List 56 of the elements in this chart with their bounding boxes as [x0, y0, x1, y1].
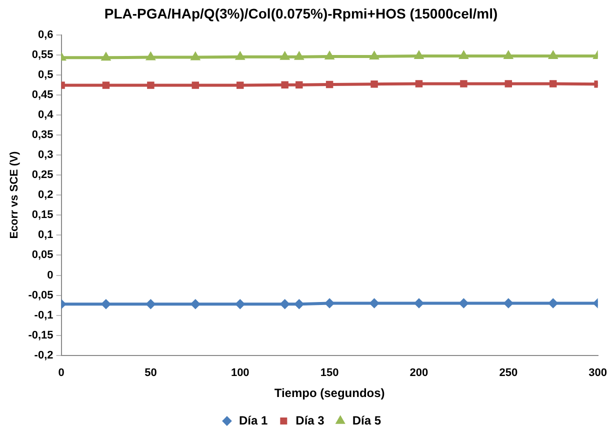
point [146, 300, 156, 309]
x-tick-label: 150 [320, 367, 339, 380]
x-tick-label: 200 [410, 367, 428, 380]
chart-title: PLA-PGA/HAp/Q(3%)/Col(0.075%)-Rpmi+HOS (15000cel/ml) [104, 5, 498, 22]
y-tick-label: 0,55 [32, 48, 54, 61]
point [549, 80, 557, 88]
x-tick-label: 100 [230, 367, 250, 380]
point [296, 81, 303, 89]
x-tick-label: 0 [58, 367, 64, 380]
point [325, 298, 334, 308]
legend-label: Día 5 [352, 413, 382, 428]
y-axis-title: Ecorr vs SCE (V) [8, 151, 21, 239]
point [370, 298, 379, 308]
point [414, 298, 424, 308]
y-tick-label: -0,15 [28, 329, 54, 342]
y-tick-label: 0,25 [32, 169, 54, 182]
legend-label: Día 1 [238, 413, 268, 428]
point [101, 300, 110, 309]
y-tick-label: 0,5 [38, 68, 54, 81]
x-tick-label: 250 [499, 367, 518, 380]
x-axis-title: Tiempo (segundos) [274, 386, 385, 400]
point [294, 300, 304, 309]
point [190, 300, 200, 309]
point [459, 298, 468, 308]
y-tick-label: -0,1 [34, 309, 54, 322]
point [192, 82, 200, 89]
y-tick-label: -0,2 [34, 349, 54, 362]
point [325, 52, 334, 60]
point [370, 52, 378, 60]
y-tick-label: 0,05 [32, 249, 54, 262]
y-tick-label: 0,2 [38, 189, 54, 202]
point [102, 82, 110, 89]
point [548, 298, 558, 308]
y-tick-label: 0,1 [38, 229, 54, 242]
point [504, 80, 512, 88]
point [504, 298, 513, 308]
y-tick-label: 0,6 [38, 28, 54, 41]
point [280, 300, 290, 309]
y-tick-label: -0,05 [28, 289, 54, 302]
y-tick-label: 0 [47, 269, 54, 282]
legend-label: Día 3 [296, 413, 325, 428]
point [415, 80, 423, 88]
point [326, 80, 334, 88]
y-tick-label: 0,15 [32, 209, 54, 222]
point [236, 82, 244, 89]
y-tick-label: 0,35 [32, 129, 54, 142]
point [460, 80, 468, 88]
x-tick-label: 300 [588, 367, 608, 380]
y-tick-label: 0,45 [32, 88, 54, 101]
x-tick-label: 50 [144, 367, 157, 380]
point [147, 82, 154, 89]
y-tick-label: 0,3 [38, 149, 54, 162]
point [236, 300, 245, 309]
y-tick-label: 0,4 [38, 108, 54, 121]
point [281, 81, 288, 89]
point [370, 80, 378, 88]
